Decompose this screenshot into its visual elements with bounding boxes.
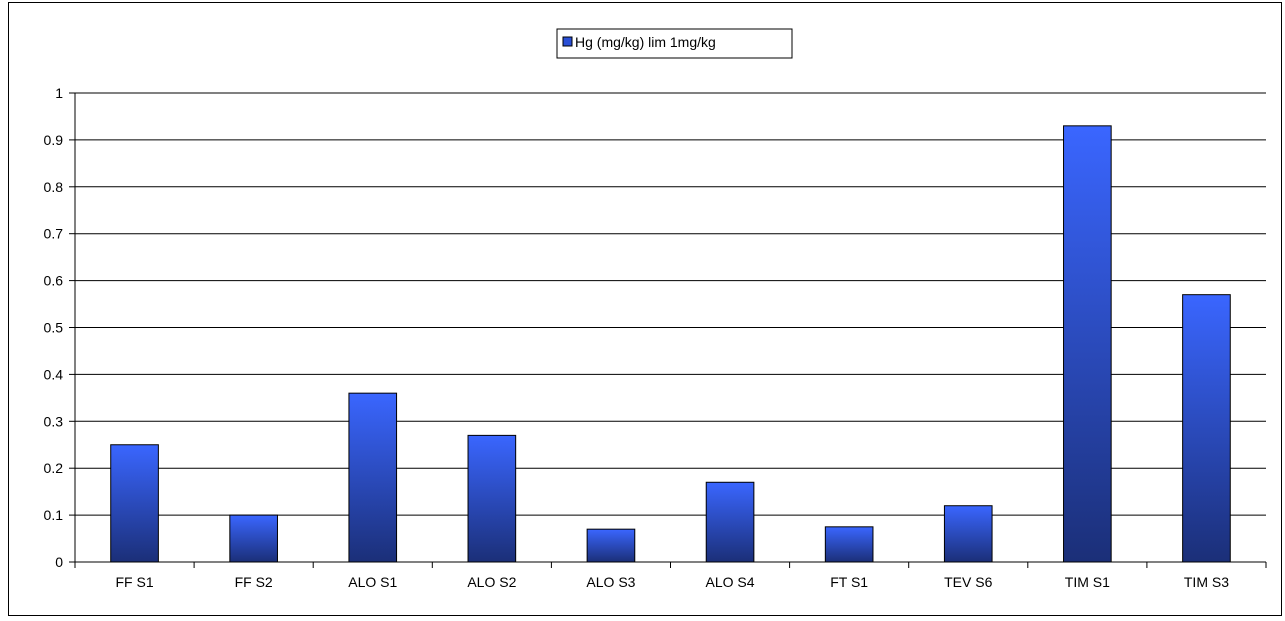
legend-label: Hg (mg/kg) lim 1mg/kg (575, 34, 716, 50)
bar (229, 514, 278, 563)
y-tick-label: 0.2 (44, 460, 64, 476)
legend: Hg (mg/kg) lim 1mg/kg (556, 28, 793, 59)
legend-box (556, 28, 793, 59)
x-tick-label: ALO S3 (586, 574, 635, 590)
x-tick-label: TIM S3 (1184, 574, 1229, 590)
bar (348, 392, 398, 563)
bar (1063, 125, 1112, 563)
y-tick-label: 0 (55, 554, 63, 570)
x-axis: FF S1 FF S2 ALO S1 ALO S2 ALO S3 ALO S4 FT S1 T… (74, 561, 1267, 590)
x-tick-label: TIM S1 (1065, 574, 1110, 590)
bar (824, 526, 874, 563)
y-axis: 0 0.1 0.2 0.3 0.4 0.5 0.6 0.7 0.8 0.9 1 (44, 85, 76, 570)
y-tick-label: 0.5 (44, 320, 64, 336)
x-tick-label: FT S1 (830, 574, 868, 590)
x-tick-label: ALO S2 (467, 574, 516, 590)
bar (110, 444, 159, 563)
y-tick-label: 1 (55, 85, 63, 101)
y-tick-label: 0.1 (44, 507, 64, 523)
x-tick-label: ALO S1 (348, 574, 397, 590)
bar (586, 528, 636, 563)
legend-swatch (562, 36, 573, 47)
x-tick-label: FF S2 (235, 574, 273, 590)
y-tick-label: 0.7 (44, 226, 64, 242)
bar (467, 434, 517, 563)
x-tick-label: TEV S6 (944, 574, 992, 590)
y-tick-label: 0.4 (44, 366, 64, 382)
y-tick-label: 0.8 (44, 179, 64, 195)
bars (110, 125, 1231, 563)
x-tick-label: FF S1 (115, 574, 153, 590)
x-tick-label: ALO S4 (706, 574, 755, 590)
y-tick-label: 0.6 (44, 273, 64, 289)
y-tick-label: 0.3 (44, 413, 64, 429)
y-tick-label: 0.9 (44, 132, 64, 148)
bar (705, 481, 755, 563)
bar (1182, 294, 1231, 563)
bar (943, 505, 993, 563)
